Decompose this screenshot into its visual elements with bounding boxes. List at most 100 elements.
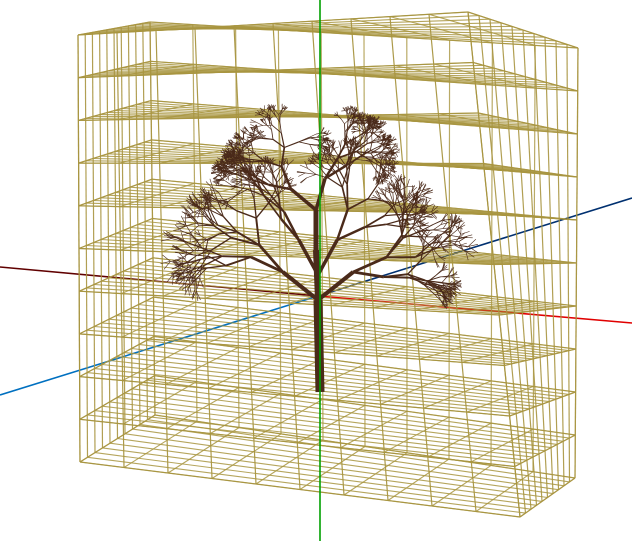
tree-branch — [271, 110, 276, 116]
tree-branch — [336, 111, 338, 116]
tree-branch — [368, 121, 371, 127]
tree-branch — [182, 251, 194, 256]
tree-branch — [406, 191, 413, 200]
tree-branch — [442, 262, 446, 270]
tree-branch — [267, 116, 271, 120]
grid-right-face-line — [499, 305, 577, 316]
tree-branch — [314, 153, 320, 160]
tree-branch — [278, 160, 285, 166]
grid-left-face-line — [78, 217, 153, 250]
tree-branch — [411, 190, 421, 201]
tree-branch — [199, 187, 207, 196]
tree-branch — [322, 151, 331, 159]
tree-branch — [364, 214, 385, 229]
tree-branch — [458, 232, 466, 240]
tree-branch — [386, 158, 389, 166]
grid-back-face-line — [152, 217, 577, 264]
tree-branch — [191, 208, 201, 214]
tree-branch — [256, 175, 265, 178]
tree-branch — [356, 144, 364, 149]
grid-right-face-line — [574, 47, 579, 479]
tree-branch — [329, 154, 340, 158]
tree-branch — [284, 178, 294, 183]
tree-branch — [246, 180, 258, 187]
tree-branch — [213, 225, 232, 239]
tree-branch — [175, 222, 186, 225]
tree-branch — [458, 245, 466, 253]
tree-branch — [360, 120, 365, 126]
tree-branch — [190, 274, 194, 284]
grid-back-face-line — [490, 42, 493, 466]
tree-branch — [232, 168, 236, 171]
tree-branch — [331, 139, 334, 147]
tree-branch — [386, 201, 397, 214]
tree-branch — [255, 137, 264, 139]
tree-branch — [367, 121, 371, 127]
tree-branch — [420, 246, 425, 261]
tree-branch — [174, 224, 182, 232]
tree-branch — [283, 106, 288, 111]
tree-branch — [184, 287, 189, 296]
grid-back-face-line — [532, 45, 536, 472]
tree-branch — [417, 183, 425, 191]
tree-branch — [448, 267, 455, 275]
tree-branch — [468, 246, 479, 253]
tree-branch — [279, 182, 286, 194]
tree-branch — [271, 129, 274, 140]
tree-branch — [426, 276, 441, 282]
tree-branch — [352, 270, 385, 279]
tree-branch — [345, 107, 347, 111]
tree-branch — [258, 244, 284, 273]
tree-branch — [367, 198, 387, 202]
tree-branch — [227, 195, 237, 202]
tree-branch — [181, 250, 194, 259]
tree-branch — [181, 257, 183, 268]
tree-branch — [371, 136, 378, 142]
tree-branch — [365, 119, 369, 122]
grid-slab-line — [137, 223, 561, 264]
tree-branch — [369, 122, 375, 127]
tree-branch — [284, 164, 289, 174]
tree-branch — [419, 205, 425, 211]
tree-branch — [372, 175, 376, 179]
grid-slab-line — [475, 471, 534, 512]
tree-branch — [231, 160, 237, 163]
tree-branch — [418, 225, 425, 227]
tree-branch — [407, 273, 425, 286]
tree-branch — [223, 184, 234, 187]
tree-branch — [421, 188, 431, 193]
tree-branch — [364, 132, 368, 143]
tree-branch — [344, 138, 348, 146]
tree-branch — [278, 108, 283, 115]
tree-branch — [263, 195, 285, 213]
tree-branch — [433, 293, 444, 298]
grid-left-face-line — [149, 21, 156, 416]
tree-branch — [360, 130, 368, 135]
tree-branch — [175, 237, 185, 243]
tree-branch — [260, 156, 265, 163]
tree-branch — [231, 177, 239, 180]
tree-branch — [438, 255, 446, 260]
tree-branch — [221, 201, 229, 207]
tree-branch — [367, 117, 370, 122]
tree-branch — [235, 164, 239, 169]
tree-branch — [326, 159, 336, 161]
tree-branch — [316, 239, 339, 276]
tree-branch — [206, 247, 210, 255]
tree-branch — [176, 278, 185, 283]
tree-branch — [260, 130, 264, 134]
tree-branch — [172, 273, 174, 285]
tree-branch — [196, 291, 201, 301]
tree-branch — [371, 129, 373, 135]
tree-branch — [377, 133, 382, 138]
tree-branch — [207, 233, 220, 241]
tree-branch — [423, 284, 435, 295]
grid-front-face-line — [79, 290, 500, 316]
tree-branch — [440, 301, 446, 309]
tree-branch — [414, 192, 422, 203]
tree-branch — [404, 198, 407, 208]
tree-branch — [254, 114, 261, 116]
tree-branch — [247, 170, 254, 176]
